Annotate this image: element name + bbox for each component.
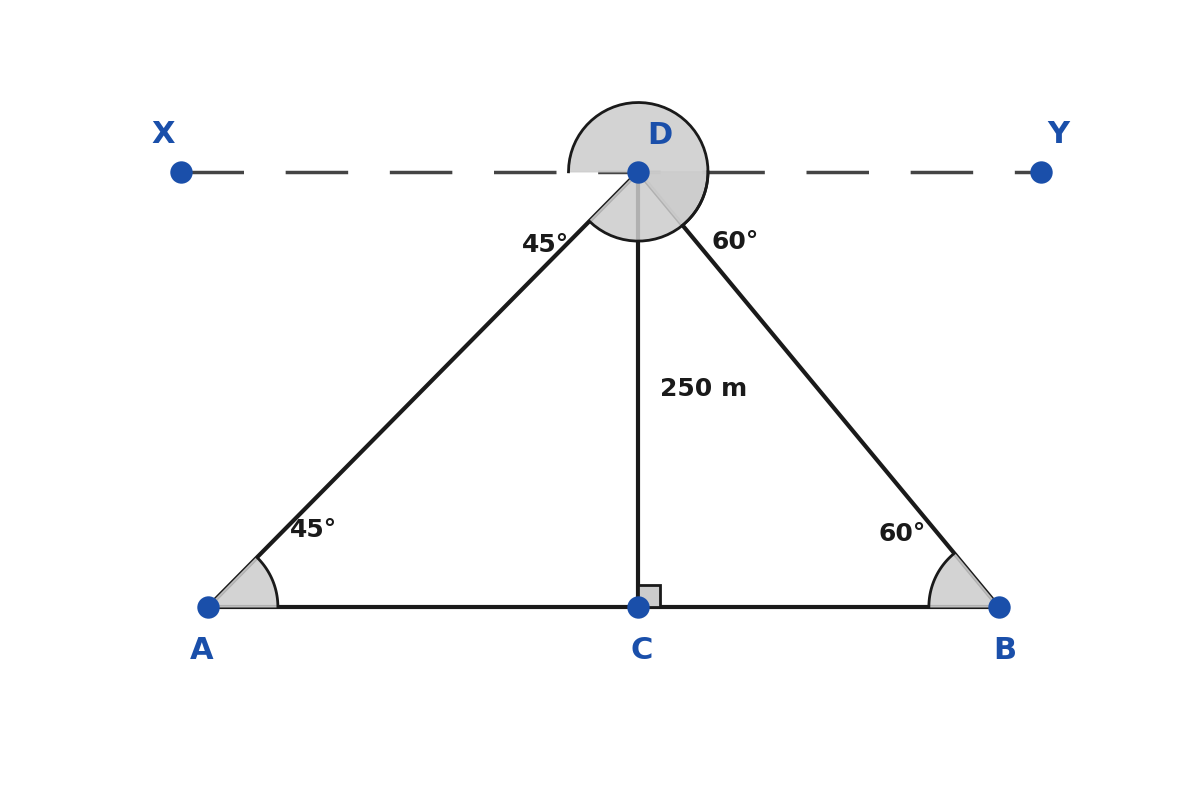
Point — [989, 600, 1008, 613]
Text: A: A — [190, 636, 214, 665]
Text: 45°: 45° — [289, 518, 337, 542]
Text: 250 m: 250 m — [660, 378, 748, 401]
Polygon shape — [929, 553, 998, 607]
Point — [629, 600, 648, 613]
Text: Y: Y — [1048, 120, 1069, 149]
Text: 60°: 60° — [878, 522, 926, 546]
Point — [1032, 165, 1051, 178]
Text: X: X — [151, 120, 175, 149]
Polygon shape — [208, 558, 278, 607]
Text: D: D — [648, 121, 673, 150]
Polygon shape — [638, 171, 708, 225]
Text: 45°: 45° — [522, 233, 569, 258]
Polygon shape — [569, 103, 708, 241]
Text: 60°: 60° — [712, 230, 760, 254]
Point — [629, 165, 648, 178]
Point — [172, 165, 191, 178]
Text: C: C — [631, 636, 653, 665]
Point — [198, 600, 217, 613]
Polygon shape — [638, 585, 660, 607]
Text: B: B — [994, 636, 1016, 665]
